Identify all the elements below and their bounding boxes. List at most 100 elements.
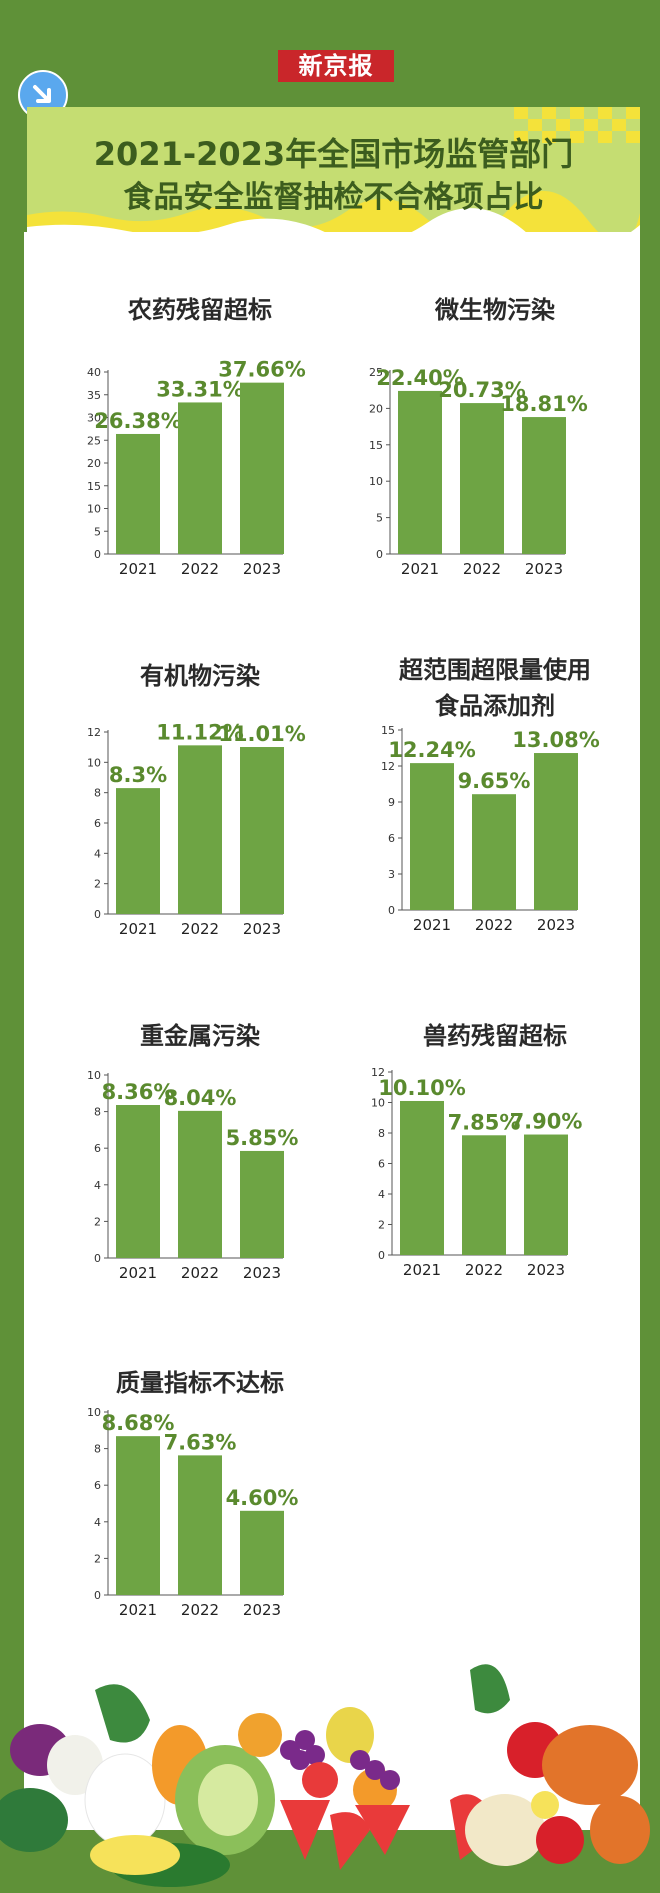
data-label: 11.01% (218, 722, 305, 746)
data-label: 8.68% (102, 1411, 175, 1435)
chart-title: 有机物污染 (90, 658, 310, 694)
x-tick-label: 2023 (243, 920, 281, 938)
y-tick-label: 6 (94, 817, 101, 830)
x-tick-label: 2021 (119, 1601, 157, 1619)
x-tick-label: 2023 (525, 560, 563, 578)
y-tick-label: 2 (94, 1215, 101, 1228)
y-tick-label: 0 (94, 1589, 101, 1602)
bar-chart-1: 0 5 10 15 20 25 30 35 40 2021 26.38% 2022 33.31% 2023… (87, 358, 306, 578)
x-tick-label: 2021 (119, 920, 157, 938)
data-label: 7.85% (448, 1110, 521, 1134)
y-tick-label: 12 (371, 1066, 385, 1079)
x-tick-label: 2022 (181, 1601, 219, 1619)
chart-title-line: 农药残留超标 (128, 296, 272, 324)
x-tick-label: 2022 (475, 916, 513, 934)
bar (116, 1105, 160, 1258)
y-tick-label: 25 (369, 366, 383, 379)
y-tick-label: 10 (87, 1406, 101, 1419)
chart-title: 兽药残留超标 (385, 1018, 605, 1054)
y-tick-label: 0 (388, 904, 395, 917)
data-label: 11.12% (156, 720, 243, 744)
data-label: 10.10% (378, 1076, 465, 1100)
y-tick-label: 8 (378, 1127, 385, 1140)
bar-chart-4: 0 3 6 9 12 15 2021 12.24% 2022 9.65% 2023 13.08% (381, 724, 600, 934)
bar (462, 1135, 506, 1255)
y-tick-label: 15 (87, 480, 101, 493)
bar (178, 745, 222, 914)
data-label: 9.65% (458, 769, 531, 793)
title-line-2: 食品安全监督抽检不合格项占比 (123, 180, 544, 215)
chart-title-line: 微生物污染 (435, 296, 555, 324)
bar (240, 382, 284, 554)
y-tick-label: 30 (87, 412, 101, 425)
y-tick-label: 10 (87, 756, 101, 769)
bar (240, 747, 284, 914)
bar (398, 390, 442, 554)
chart-title-line: 兽药残留超标 (423, 1022, 567, 1050)
x-tick-label: 2022 (181, 560, 219, 578)
y-tick-label: 6 (388, 832, 395, 845)
chart-title-line: 重金属污染 (140, 1022, 260, 1050)
y-tick-label: 4 (94, 1516, 101, 1529)
chart-title: 微生物污染 (385, 292, 605, 328)
y-tick-label: 6 (94, 1142, 101, 1155)
x-tick-label: 2023 (243, 560, 281, 578)
y-tick-label: 4 (378, 1188, 385, 1201)
y-tick-label: 2 (94, 878, 101, 891)
x-tick-label: 2021 (401, 560, 439, 578)
y-tick-label: 3 (388, 868, 395, 881)
bar (524, 1134, 568, 1255)
y-tick-label: 10 (87, 503, 101, 516)
y-tick-label: 0 (94, 1252, 101, 1265)
fruits-vegetables-illustration (0, 1664, 660, 1893)
chart-title: 质量指标不达标 (90, 1365, 310, 1401)
page-title: 2021-2023年全国市场监管部门 食品安全监督抽检不合格项占比 (27, 132, 640, 220)
data-label: 22.40% (376, 366, 463, 390)
data-label: 8.36% (102, 1080, 175, 1104)
y-tick-label: 15 (369, 439, 383, 452)
chart-title: 重金属污染 (90, 1018, 310, 1054)
bar (240, 1510, 284, 1595)
y-tick-label: 5 (376, 512, 383, 525)
y-tick-label: 5 (94, 525, 101, 538)
x-tick-label: 2023 (243, 1264, 281, 1282)
x-tick-label: 2022 (181, 920, 219, 938)
chart-title-line: 质量指标不达标 (116, 1369, 284, 1397)
bar-chart-3: 0 2 4 6 8 10 12 2021 8.3% 2022 11.12% 2023 11.01% (87, 720, 306, 938)
chart-title-line: 超范围超限量使用 (399, 656, 591, 684)
bar (410, 763, 454, 910)
bar (178, 402, 222, 554)
y-tick-label: 12 (381, 760, 395, 773)
data-label: 33.31% (156, 377, 243, 401)
y-tick-label: 20 (87, 457, 101, 470)
y-tick-label: 25 (87, 434, 101, 447)
data-label: 8.3% (109, 763, 167, 787)
y-tick-label: 4 (94, 847, 101, 860)
x-tick-label: 2023 (537, 916, 575, 934)
x-tick-label: 2023 (243, 1601, 281, 1619)
brand-logo: 新京报 (278, 50, 394, 82)
chart-title-line: 食品添加剂 (435, 692, 555, 720)
bar-chart-6: 0 2 4 6 8 10 12 2021 10.10% 2022 7.85% 2023 7.90% (371, 1066, 582, 1279)
data-label: 18.81% (500, 392, 587, 416)
data-label: 26.38% (94, 409, 181, 433)
chart-title: 农药残留超标 (90, 292, 310, 328)
y-tick-label: 20 (369, 402, 383, 415)
y-tick-label: 40 (87, 366, 101, 379)
x-tick-label: 2022 (181, 1264, 219, 1282)
y-tick-label: 10 (87, 1069, 101, 1082)
x-tick-label: 2021 (119, 1264, 157, 1282)
bar (400, 1100, 444, 1255)
x-tick-label: 2022 (465, 1261, 503, 1279)
bar (116, 788, 160, 914)
x-tick-label: 2021 (413, 916, 451, 934)
data-label: 5.85% (226, 1126, 299, 1150)
y-tick-label: 6 (378, 1158, 385, 1171)
y-tick-label: 0 (94, 908, 101, 921)
data-label: 37.66% (218, 358, 305, 382)
y-tick-label: 10 (371, 1097, 385, 1110)
y-tick-label: 8 (94, 787, 101, 800)
bar-chart-2: 0 5 10 15 20 25 2021 22.40% 2022 20.73% 2023 18.81% (369, 366, 588, 578)
bar (240, 1150, 284, 1258)
